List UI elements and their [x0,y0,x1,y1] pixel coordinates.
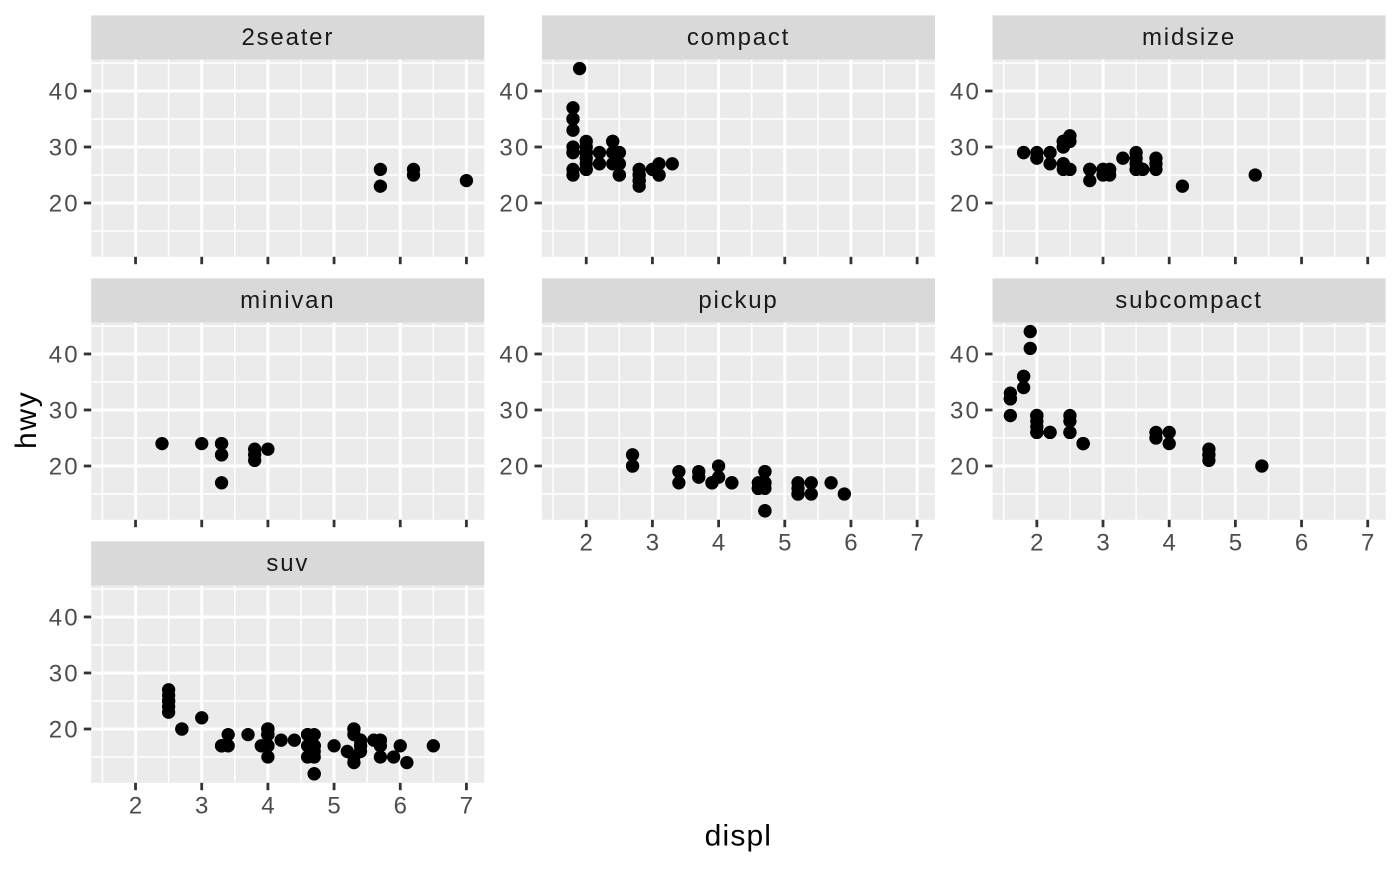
svg-text:20: 20 [950,191,981,218]
svg-text:30: 30 [49,661,80,688]
svg-text:20: 20 [950,454,981,481]
svg-text:3: 3 [646,529,659,556]
svg-text:6: 6 [844,529,857,556]
svg-text:30: 30 [49,398,80,425]
svg-text:minivan: minivan [240,287,335,314]
svg-text:midsize: midsize [1142,24,1236,51]
svg-text:2: 2 [129,792,142,819]
svg-text:3: 3 [1096,529,1109,556]
svg-text:5: 5 [1229,529,1242,556]
svg-text:7: 7 [1361,529,1374,556]
svg-text:40: 40 [49,342,80,369]
svg-text:4: 4 [1163,529,1176,556]
svg-text:4: 4 [712,529,725,556]
svg-text:30: 30 [499,135,530,162]
svg-text:subcompact: subcompact [1115,287,1262,314]
svg-text:40: 40 [499,342,530,369]
svg-text:20: 20 [49,717,80,744]
svg-text:20: 20 [499,454,530,481]
svg-text:7: 7 [910,529,923,556]
svg-text:40: 40 [950,79,981,106]
svg-text:40: 40 [499,79,530,106]
svg-text:7: 7 [460,792,473,819]
svg-text:6: 6 [1295,529,1308,556]
svg-text:40: 40 [49,79,80,106]
svg-text:6: 6 [394,792,407,819]
svg-text:displ: displ [705,820,772,853]
svg-text:pickup: pickup [698,287,778,314]
svg-text:30: 30 [950,135,981,162]
svg-text:20: 20 [499,191,530,218]
svg-text:5: 5 [327,792,340,819]
svg-text:hwy: hwy [10,391,43,449]
svg-text:2: 2 [1030,529,1043,556]
svg-text:suv: suv [266,550,309,577]
svg-text:30: 30 [950,398,981,425]
svg-text:3: 3 [195,792,208,819]
svg-text:20: 20 [49,454,80,481]
svg-text:40: 40 [950,342,981,369]
svg-text:compact: compact [687,24,790,51]
svg-text:20: 20 [49,191,80,218]
svg-text:2seater: 2seater [241,24,334,51]
svg-text:30: 30 [499,398,530,425]
svg-text:5: 5 [778,529,791,556]
svg-text:2: 2 [580,529,593,556]
svg-text:40: 40 [49,605,80,632]
svg-text:30: 30 [49,135,80,162]
svg-text:4: 4 [261,792,274,819]
